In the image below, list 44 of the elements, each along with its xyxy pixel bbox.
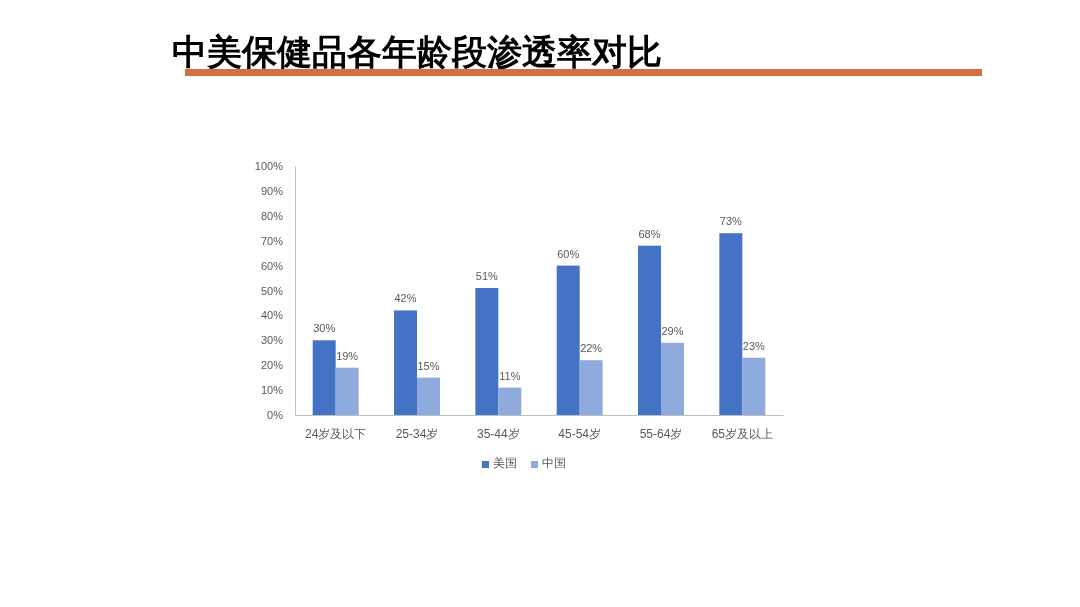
y-tick-label: 50% <box>260 284 284 297</box>
x-tick-label: 45-54岁 <box>558 426 602 441</box>
chart-title: 中美保健品各年龄段渗透率对比 <box>172 32 662 71</box>
data-label: 11% <box>499 369 521 382</box>
y-tick-label: 30% <box>260 334 284 347</box>
bar <box>579 360 603 415</box>
y-tick-label: 80% <box>260 209 284 222</box>
data-label: 60% <box>557 247 580 260</box>
x-tick-label: 55-64岁 <box>639 426 683 441</box>
legend-label: 美国 <box>493 456 517 470</box>
x-tick-label: 25-34岁 <box>395 426 439 441</box>
y-tick-label: 70% <box>260 234 284 247</box>
legend-label: 中国 <box>542 456 566 470</box>
bar <box>394 310 417 415</box>
data-label: 42% <box>394 292 417 305</box>
bar <box>335 367 359 415</box>
y-tick-label: 100% <box>254 160 284 173</box>
data-label: 73% <box>719 215 743 228</box>
data-label: 51% <box>475 270 499 283</box>
bar <box>417 377 440 415</box>
y-tick-label: 0% <box>267 409 284 422</box>
y-tick-label: 20% <box>260 359 284 372</box>
bar <box>312 340 336 415</box>
bar <box>719 233 743 415</box>
bar <box>742 357 766 415</box>
bar <box>556 265 580 415</box>
data-label: 19% <box>336 349 359 362</box>
x-tick-label: 35-44岁 <box>476 426 520 441</box>
bar <box>498 387 522 415</box>
data-label: 23% <box>742 339 766 352</box>
y-tick-label: 60% <box>260 259 284 272</box>
x-tick-label: 65岁及以上 <box>711 426 774 441</box>
bar <box>475 288 499 415</box>
y-tick-label: 10% <box>260 384 284 397</box>
data-label: 22% <box>580 342 603 355</box>
bar <box>638 245 661 415</box>
data-label: 68% <box>638 227 661 240</box>
y-tick-label: 40% <box>260 309 284 322</box>
data-label: 15% <box>417 359 440 372</box>
y-tick-label: 90% <box>260 184 284 197</box>
bar <box>661 342 684 415</box>
data-label: 29% <box>661 324 684 337</box>
x-tick-label: 24岁及以下 <box>304 426 367 441</box>
data-label: 30% <box>313 322 336 335</box>
